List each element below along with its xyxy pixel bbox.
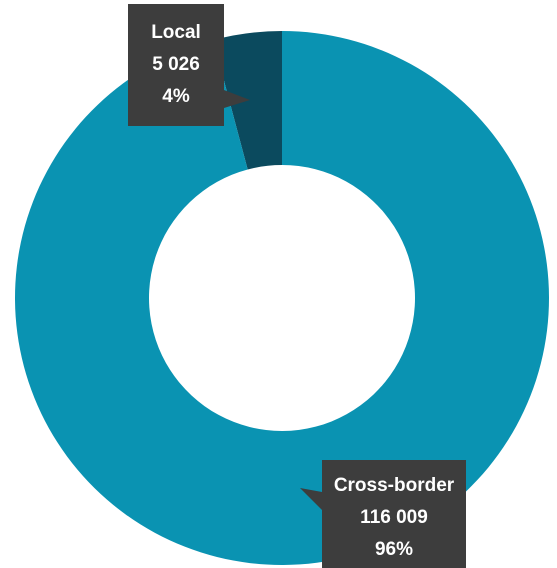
label-cross-border-value: 116 009 xyxy=(360,507,428,528)
callout-cross-border: Cross-border 116 009 96% xyxy=(300,460,466,568)
label-local-value: 5 026 xyxy=(152,54,200,75)
callout-local-box xyxy=(128,4,250,126)
label-local-name: Local xyxy=(151,22,201,43)
label-cross-border-percent: 96% xyxy=(375,539,413,560)
donut-slices xyxy=(15,31,550,565)
label-local-percent: 4% xyxy=(162,86,190,107)
label-cross-border-name: Cross-border xyxy=(334,475,455,496)
slice-cross-border xyxy=(15,31,550,565)
callout-cross-border-box xyxy=(300,460,466,568)
callout-local: Local 5 026 4% xyxy=(128,4,250,126)
